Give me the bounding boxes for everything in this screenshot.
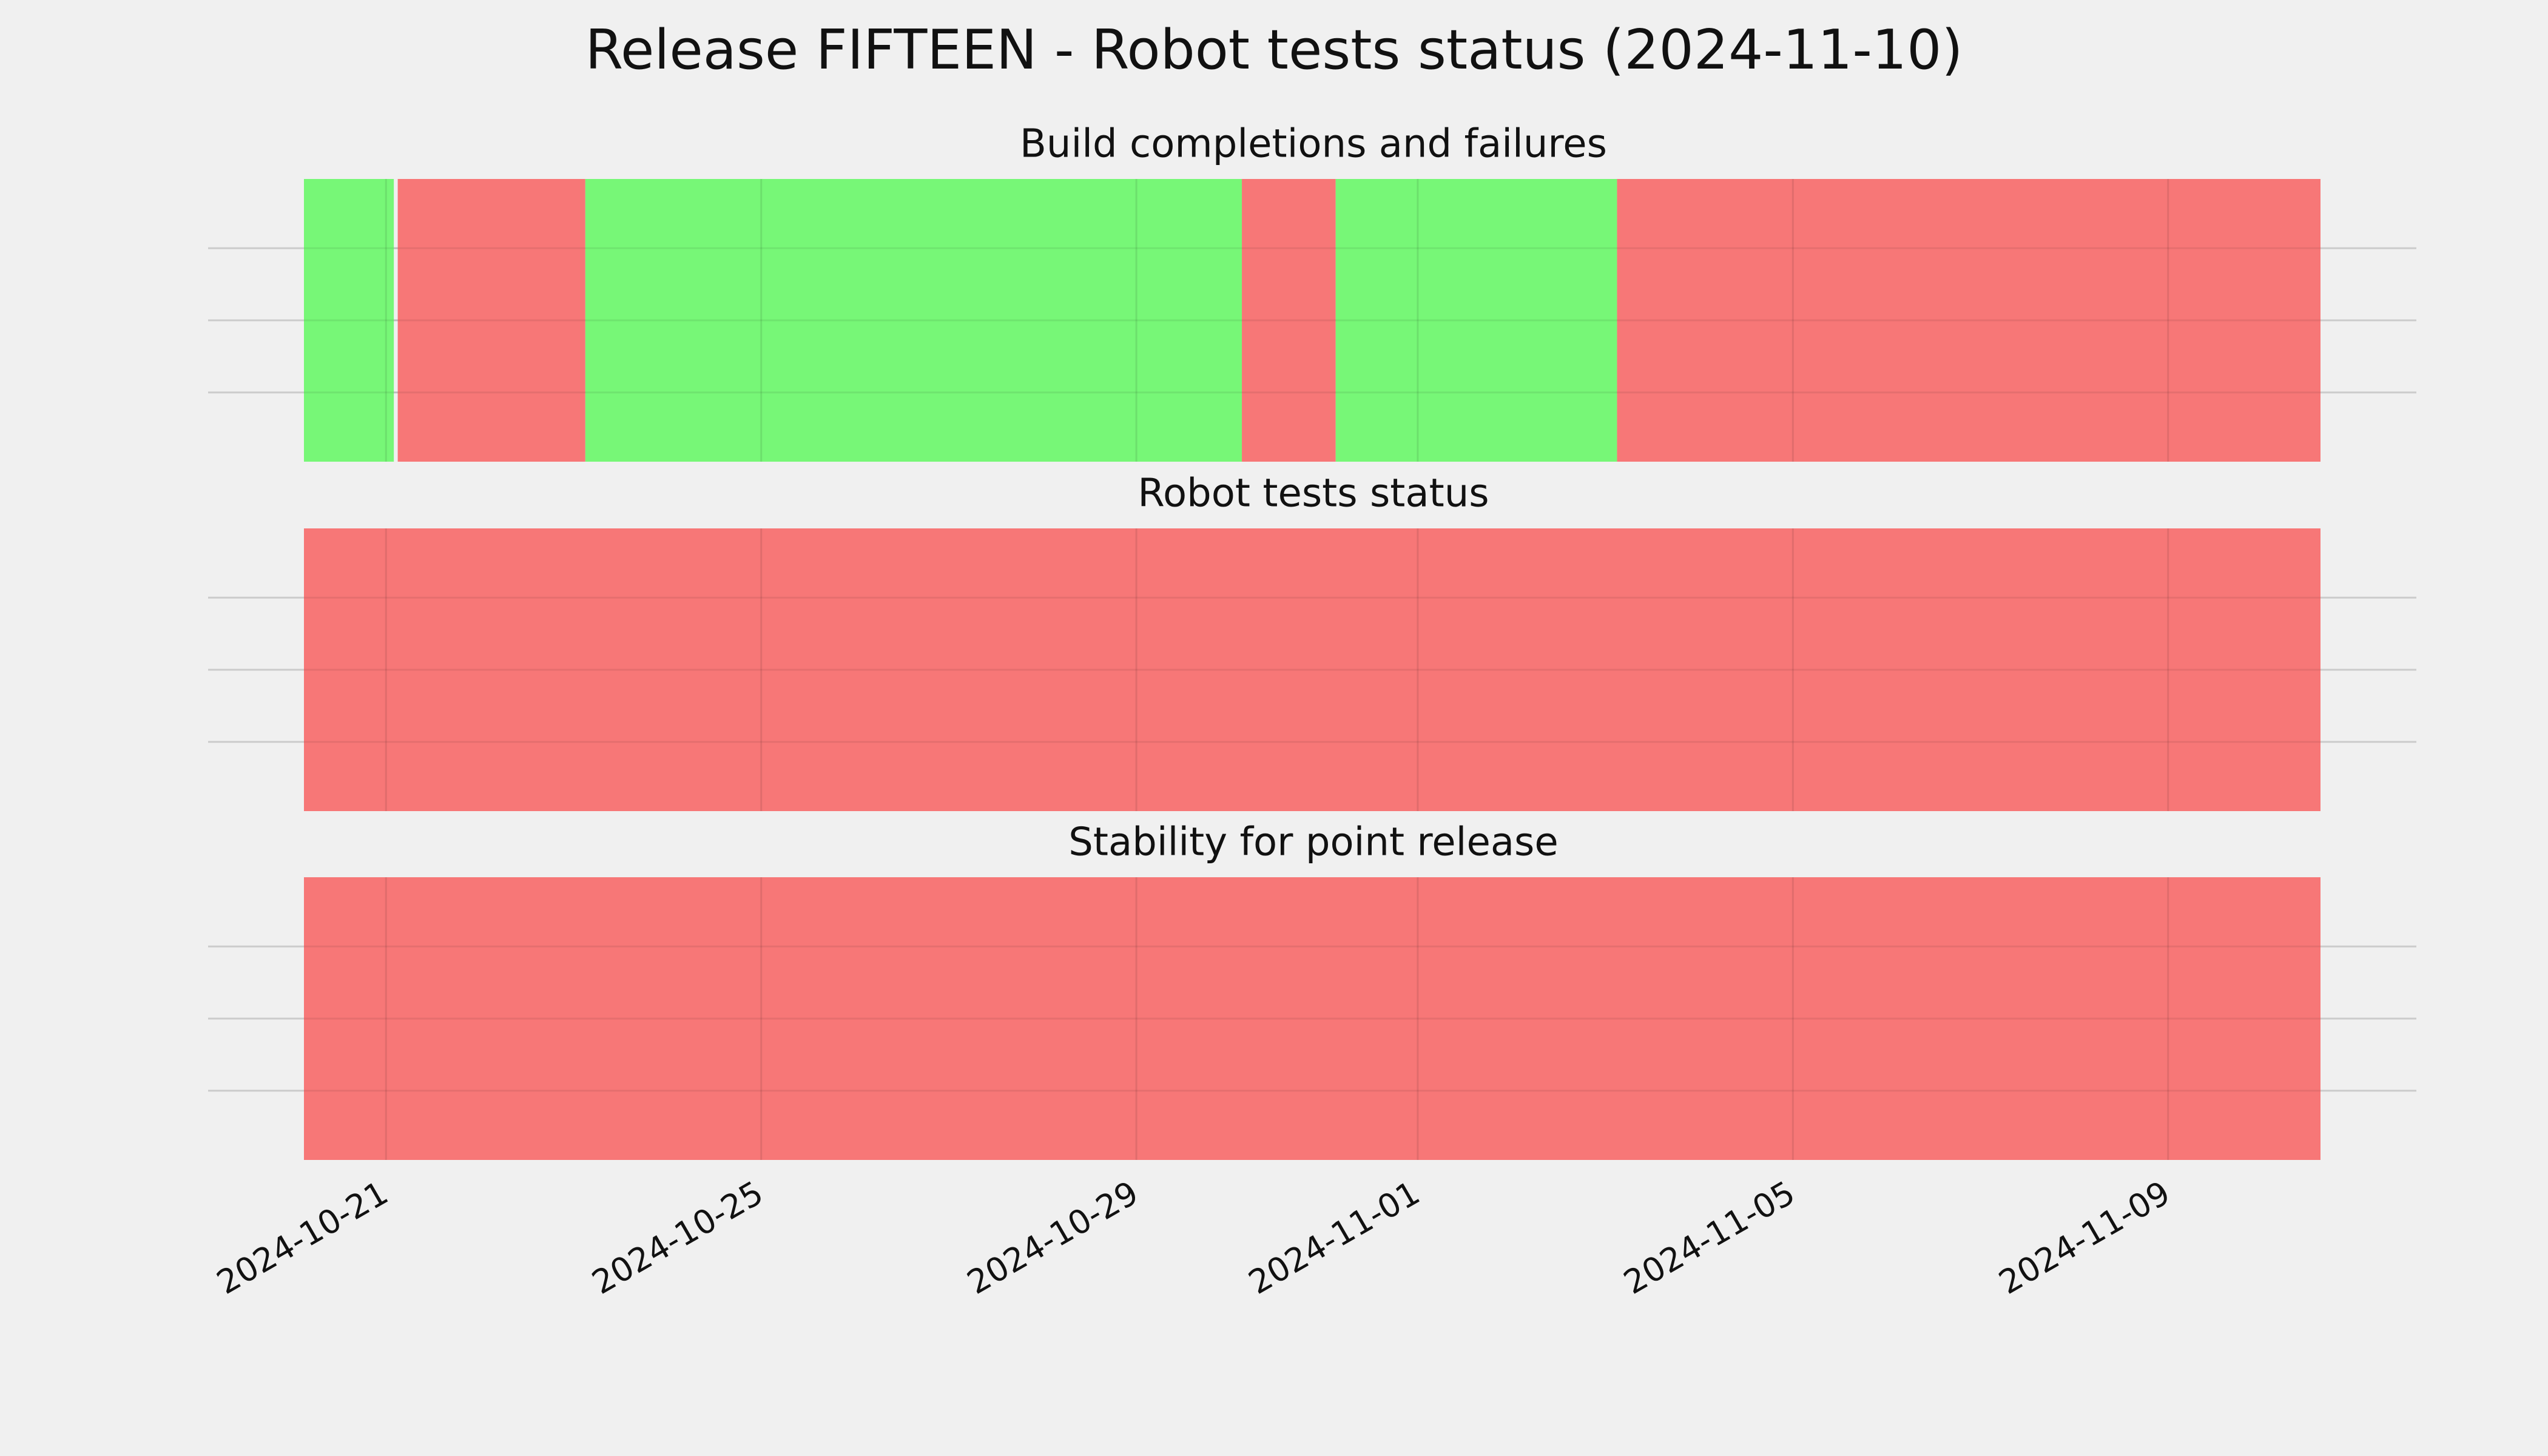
status-segment bbox=[304, 877, 2320, 1160]
chart-title: Release FIFTEEN - Robot tests status (20… bbox=[585, 18, 1963, 82]
panel-title: Stability for point release bbox=[1068, 820, 1559, 865]
status-segment bbox=[304, 179, 394, 462]
status-segment bbox=[1617, 179, 2320, 462]
panel-title: Build completions and failures bbox=[1020, 122, 1607, 167]
status-segment bbox=[1335, 179, 1617, 462]
status-segment bbox=[1242, 179, 1336, 462]
panel-title: Robot tests status bbox=[1138, 471, 1489, 516]
status-segment bbox=[304, 528, 2320, 811]
status-segment bbox=[397, 179, 585, 462]
status-segment bbox=[585, 179, 1242, 462]
